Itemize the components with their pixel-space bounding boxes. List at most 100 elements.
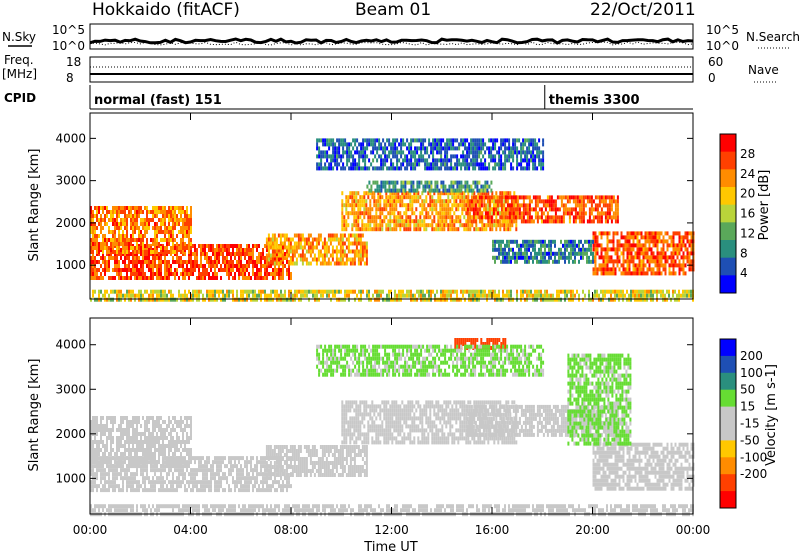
echo-cell: [596, 219, 599, 224]
echo-cell: [392, 297, 394, 302]
echo-cell: [98, 468, 100, 473]
echo-cell: [144, 218, 146, 222]
echo-cell: [130, 476, 132, 481]
echo-cell: [482, 166, 485, 171]
echo-cell: [380, 146, 383, 151]
echo-cell: [164, 226, 166, 230]
echo-cell: [392, 142, 395, 147]
echo-cell: [441, 211, 444, 216]
echo-cell: [210, 289, 212, 294]
echo-cell: [439, 191, 442, 196]
echo-cell: [341, 233, 344, 238]
echo-cell: [367, 223, 370, 228]
echo-cell: [377, 207, 380, 212]
echo-cell: [456, 289, 458, 294]
echo-cell: [588, 207, 591, 212]
echo-cell: [548, 219, 551, 224]
echo-cell: [264, 256, 266, 260]
echo-cell: [441, 223, 444, 228]
echo-cell: [480, 184, 483, 189]
echo-cell: [568, 289, 570, 294]
echo-cell: [604, 203, 607, 208]
echo-cell: [622, 271, 625, 276]
echo-cell: [592, 231, 595, 236]
echo-cell: [174, 260, 176, 264]
echo-cell: [524, 239, 526, 244]
echo-cell: [448, 158, 451, 163]
echo-cell: [124, 242, 126, 246]
echo-cell: [532, 255, 534, 260]
echo-cell: [506, 293, 508, 298]
echo-cell: [654, 239, 657, 244]
echo-cell: [299, 237, 302, 242]
echo-cell: [353, 261, 356, 266]
echo-cell: [162, 456, 164, 461]
echo-cell: [273, 261, 276, 266]
echo-cell: [359, 245, 362, 250]
echo-cell: [424, 180, 427, 185]
echo-cell: [388, 154, 391, 159]
echo-cell: [361, 199, 364, 204]
echo-cell: [606, 215, 609, 220]
echo-cell: [634, 263, 637, 268]
echo-cell: [662, 235, 665, 240]
echo-cell: [112, 206, 114, 210]
echo-cell: [398, 188, 401, 193]
echo-cell: [434, 184, 437, 189]
echo-cell: [90, 206, 92, 210]
echo-cell: [510, 255, 512, 260]
echo-cell: [461, 199, 464, 204]
echo-cell: [528, 195, 531, 200]
echo-cell: [558, 297, 560, 302]
echo-cell: [494, 142, 497, 147]
echo-cell: [384, 188, 387, 193]
echo-cell: [116, 206, 118, 210]
echo-cell: [484, 293, 486, 298]
echo-cell: [156, 242, 158, 246]
echo-cell: [534, 239, 536, 244]
echo-cell: [269, 253, 272, 258]
echo-cell: [170, 210, 172, 214]
echo-cell: [510, 289, 512, 294]
echo-cell: [447, 199, 450, 204]
echo-cell: [204, 297, 206, 302]
echo-cell: [680, 255, 683, 260]
echo-cell: [378, 184, 381, 189]
echo-cell: [162, 252, 164, 256]
echo-cell: [478, 188, 481, 193]
echo-cell: [676, 231, 679, 236]
echo-cell: [580, 215, 583, 220]
echo-cell: [144, 234, 146, 238]
echo-cell: [484, 166, 487, 171]
echo-cell: [516, 255, 518, 260]
echo-cell: [474, 180, 477, 185]
echo-cell: [252, 289, 254, 294]
echo-cell: [400, 180, 403, 185]
echo-cell: [452, 180, 455, 185]
echo-cell: [176, 218, 178, 222]
echo-cell: [322, 154, 325, 159]
echo-cell: [184, 272, 186, 276]
echo-cell: [400, 166, 403, 171]
echo-cell: [658, 267, 661, 272]
echo-cell: [116, 214, 118, 218]
echo-cell: [672, 251, 675, 256]
echo-cell: [453, 195, 456, 200]
echo-cell: [530, 142, 533, 147]
echo-cell: [415, 215, 418, 220]
echo-cell: [252, 256, 254, 260]
echo-cell: [495, 195, 498, 200]
echo-cell: [399, 219, 402, 224]
echo-cell: [118, 264, 120, 268]
echo-cell: [414, 138, 417, 143]
echo-cell: [248, 248, 250, 252]
echo-cell: [466, 215, 469, 220]
echo-cell: [656, 297, 658, 302]
echo-cell: [254, 276, 256, 280]
echo-cell: [160, 256, 162, 260]
echo-cell: [106, 222, 108, 226]
echo-cell: [624, 247, 627, 252]
echo-cell: [389, 191, 392, 196]
echo-cell: [200, 289, 202, 294]
echo-cell: [114, 206, 116, 210]
